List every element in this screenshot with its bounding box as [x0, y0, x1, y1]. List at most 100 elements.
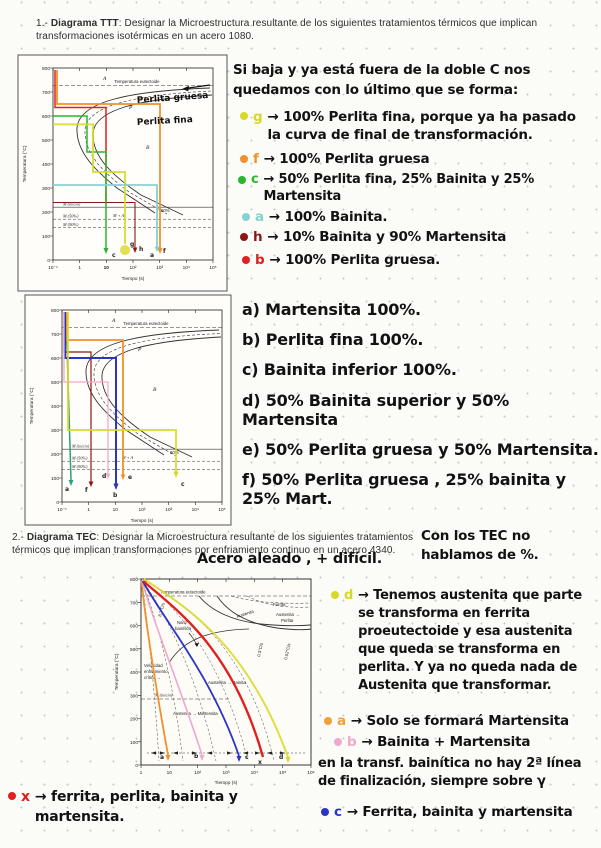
legend-text: → 50% Perlita fina, 25% Bainita y 25% Ma… [263, 172, 535, 204]
cooling-curves [140, 578, 289, 758]
m50-label: M (50%) [62, 214, 79, 219]
xtick: 10⁴ [251, 770, 258, 776]
letter-a: a [160, 754, 164, 761]
legend-text: → 100% Perlita fina, porque ya ha pasado… [267, 109, 576, 144]
ytick: 700 [51, 332, 59, 338]
legend-letter: c [251, 172, 259, 187]
ttt-diagram-2: 800 700 600 500 400 300 200 100 0 10⁻¹ 1… [24, 294, 232, 526]
y-axis-label: Temperatura (°C) [22, 145, 28, 182]
path-c-yellow [67, 312, 177, 472]
acero-aleado-note: Acero aleado , + difícil. [197, 551, 383, 567]
bullet-pink [334, 738, 342, 746]
eutectoid-label: Temperatura eutectoide [123, 321, 169, 326]
pearlite-ferrite-curves [198, 595, 312, 631]
arrow-c [103, 248, 109, 254]
ytick: 0 [56, 500, 59, 506]
arrow-d [285, 757, 291, 763]
section2-number: 2.- [12, 532, 27, 543]
y-axis-label: Temperatura (°C) [114, 653, 120, 690]
xtick: 10⁵ [218, 507, 225, 513]
treatment-paths [53, 70, 161, 249]
path-b-blue [64, 312, 117, 484]
velocidad-label-3: crítica → [144, 675, 161, 680]
legend2-item-a: a → Solo se formará Martensita [324, 713, 596, 729]
legend-letter: a [255, 209, 264, 225]
letter-b: b [113, 492, 118, 499]
arrow-c [173, 471, 179, 478]
region-pearlite: P [137, 347, 142, 353]
arrow-a [68, 480, 74, 486]
curve-x-red [142, 580, 265, 758]
region-bainite: B [153, 387, 157, 393]
letter-a: a [150, 252, 154, 259]
m-start-label: M (inicio) [154, 693, 173, 698]
y-axis-label: Temperatura (°C) [29, 387, 35, 424]
hw-perlita-fina: Perlita fina [137, 115, 193, 128]
xtick: 10⁶ [307, 770, 314, 776]
legend-text: → Solo se formará Martensita [350, 713, 569, 729]
ytick: 400 [42, 162, 50, 168]
arrow-f [88, 481, 94, 487]
xtick: 10² [194, 770, 201, 776]
cooling-rate-2: 0.3°C/s [256, 642, 264, 657]
x-axis-label: Tiempo (s) [215, 780, 238, 786]
ytick: 100 [42, 234, 50, 240]
arrow-d [105, 473, 111, 479]
letter-h: h [139, 246, 143, 253]
austenita-rotated-label: Austenita [236, 608, 255, 618]
legend2-item-c: c → Ferrita, bainita y martensita [321, 804, 597, 820]
bullet-red [242, 256, 250, 264]
answer-a: a) Martensita 100%. [242, 300, 421, 319]
xtick: 10² [139, 507, 146, 513]
tec-side-note: Con los TEC no hablamos de %. [421, 528, 539, 563]
xtick-marked-red: 10 [104, 265, 110, 271]
answers-list: a) Martensita 100%. b) Perlita fina 100%… [242, 300, 601, 509]
xtick: 1 [140, 770, 143, 776]
ytick: 300 [42, 186, 50, 192]
letter-f: f [163, 248, 166, 255]
m-plus-a-label: M + A [121, 455, 134, 460]
legend-item-b: b → 100% Perlita gruesa. [242, 252, 582, 268]
region-pearlite: P [128, 105, 133, 111]
arrow-b [113, 483, 119, 490]
hw-perlita-gruesa: Perlita gruesa [137, 91, 209, 106]
x-axis-label: Tiempo (s) [131, 518, 154, 524]
letter-d: d [102, 473, 106, 480]
arrow-c [236, 756, 242, 762]
curve-a-orange [140, 580, 169, 756]
legend-letter: d [344, 588, 354, 603]
xtick: 10⁴ [183, 265, 190, 271]
x-note: x → ferrita, perlita, bainita y martensi… [8, 788, 246, 827]
ytick: 500 [130, 647, 138, 653]
curve-c-blue [141, 580, 240, 757]
austenita-martensita-label: Austenita → Martensita [173, 711, 218, 716]
ytick: 600 [130, 624, 138, 630]
bottom-arrowheads [151, 751, 285, 755]
bullet-yellow [240, 112, 248, 120]
xtick: 10³ [156, 265, 163, 271]
ytick: 100 [51, 476, 59, 482]
arrow-e [120, 474, 126, 480]
legend-item-c: c → 50% Perlita fina, 25% Bainita y 25% … [238, 172, 598, 206]
section2-title-rest: : Designar la Microestructura resultante… [12, 532, 414, 556]
ytick: 700 [42, 90, 50, 96]
bullet-cyan [242, 213, 250, 221]
letter-f: f [85, 487, 88, 494]
ytick: 600 [51, 356, 59, 362]
legend-letter: g [253, 109, 263, 125]
path-h-maroon [53, 201, 136, 248]
treatment-paths [63, 312, 177, 484]
bullet-yellow [331, 591, 339, 599]
legend-letter: a [337, 713, 346, 729]
arrow-a [165, 755, 171, 761]
ytick: 200 [130, 717, 138, 723]
ttt-c-curves [85, 329, 222, 458]
ytick: 400 [130, 670, 138, 676]
region-austenite: A [102, 76, 107, 82]
velocidad-label-2: enfriamiento [144, 669, 168, 674]
letter-g: g [130, 241, 134, 248]
hw-arrowhead [182, 85, 189, 92]
section1-number: 1.- [36, 18, 51, 29]
letter-x-handwritten: x [258, 759, 262, 766]
legend-item-h: h → 10% Bainita y 90% Martensita [240, 229, 592, 245]
